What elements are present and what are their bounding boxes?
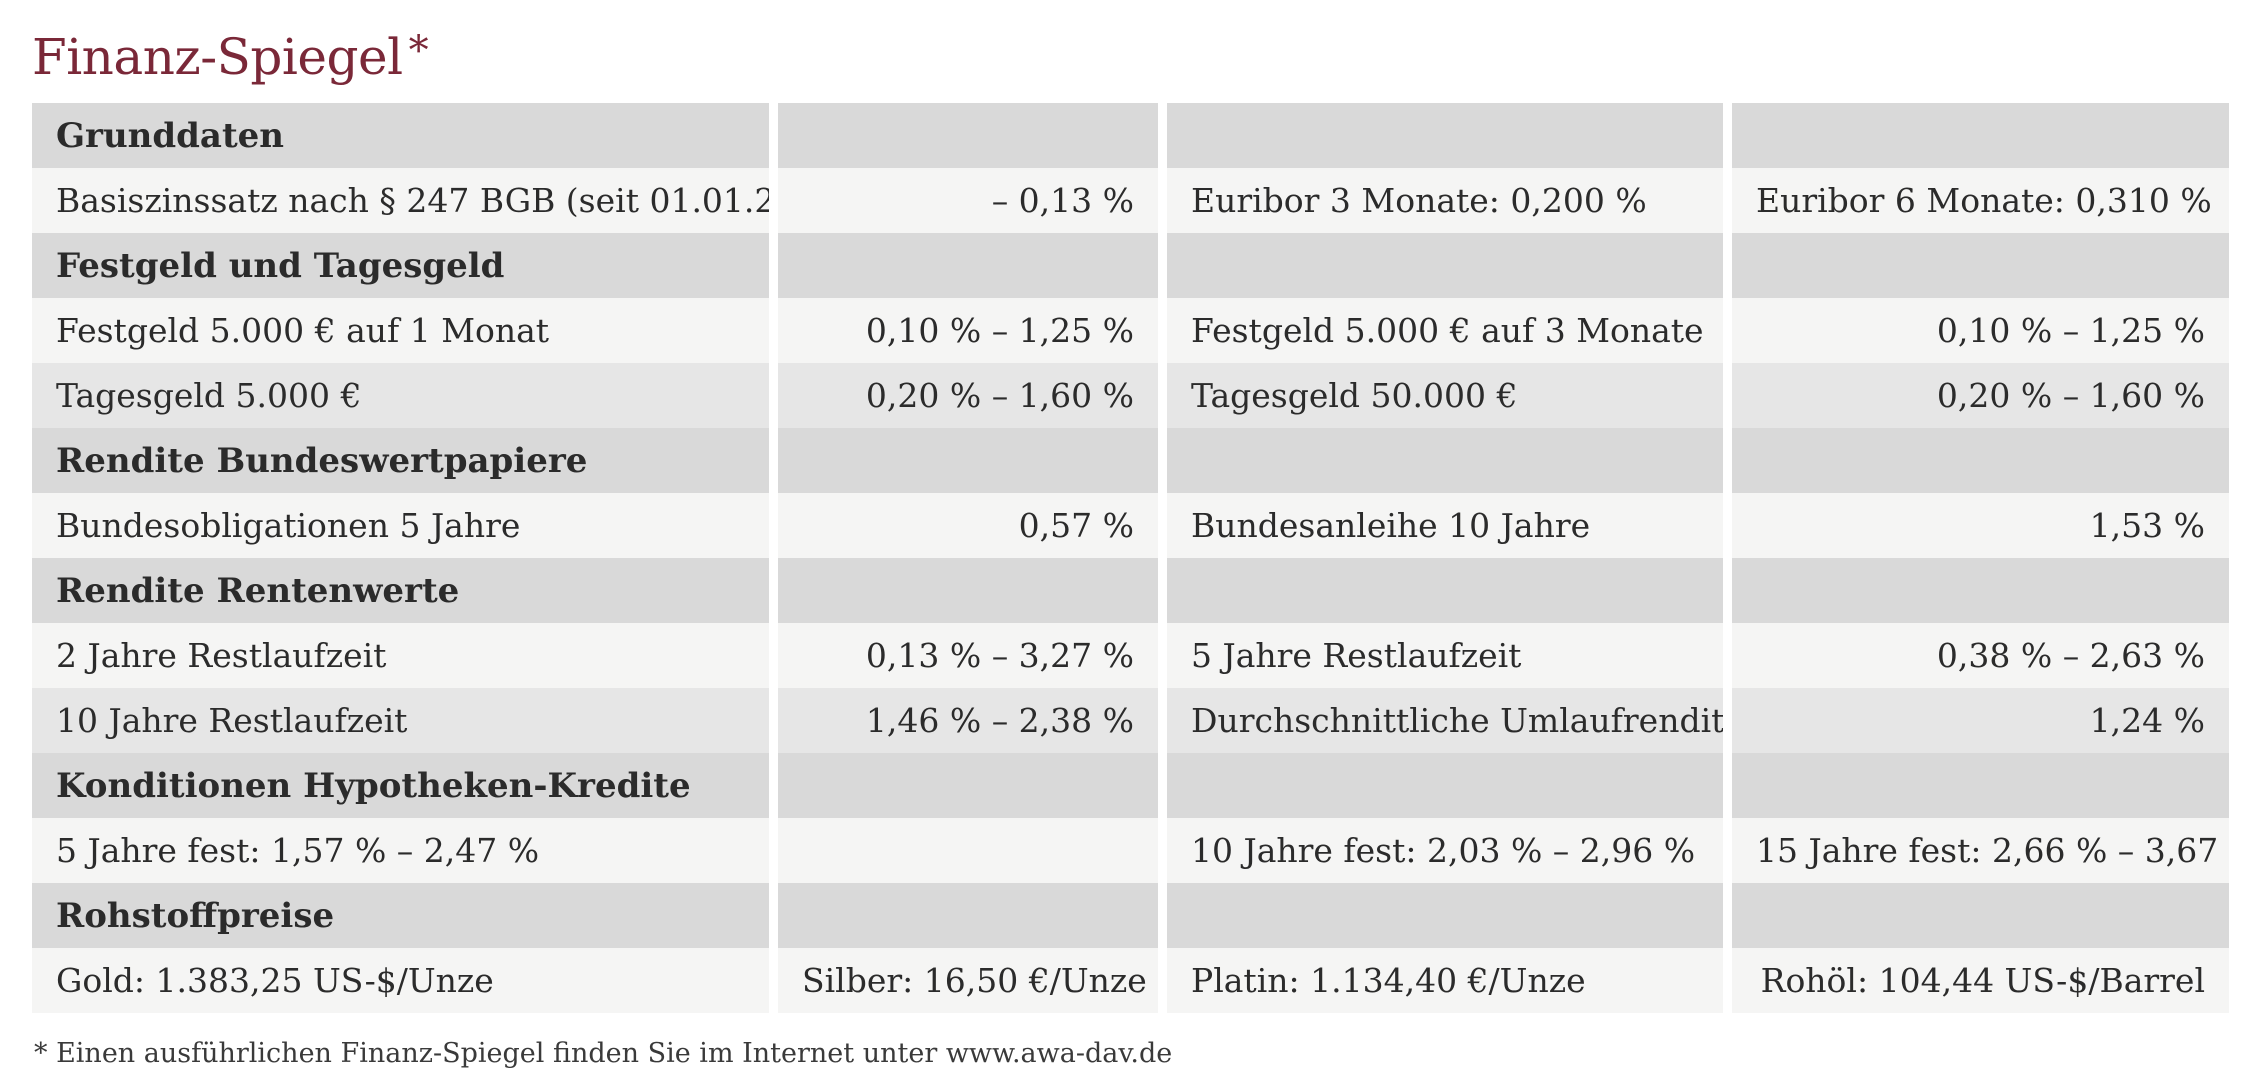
row-label-right: Durchschnittliche Umlaufrendite bbox=[1167, 688, 1723, 753]
row-value-right: 1,53 % bbox=[1732, 493, 2229, 558]
row-value-right: Euribor 6 Monate: 0,310 % bbox=[1732, 168, 2229, 233]
section-header-row: Festgeld und Tagesgeld bbox=[32, 233, 2229, 298]
table-row: Tagesgeld 5.000 € 0,20 % – 1,60 % Tagesg… bbox=[32, 363, 2229, 428]
section-header-row: Rohstoffpreise bbox=[32, 883, 2229, 948]
row-value: 0,10 % – 1,25 % bbox=[778, 298, 1158, 363]
row-value: Silber: 16,50 €/Unze bbox=[778, 948, 1158, 1013]
page-title: Finanz-Spiegel * bbox=[32, 18, 429, 90]
table-row: 2 Jahre Restlaufzeit 0,13 % – 3,27 % 5 J… bbox=[32, 623, 2229, 688]
table-row: Festgeld 5.000 € auf 1 Monat 0,10 % – 1,… bbox=[32, 298, 2229, 363]
section-header-row: Konditionen Hypotheken-Kredite bbox=[32, 753, 2229, 818]
section-header-row: Rendite Bundeswertpapiere bbox=[32, 428, 2229, 493]
row-label: Bundesobligationen 5 Jahre bbox=[32, 493, 769, 558]
row-value-right: 15 Jahre fest: 2,66 % – 3,67 % bbox=[1732, 818, 2229, 883]
title-footnote-mark: * bbox=[408, 28, 429, 74]
row-value bbox=[778, 818, 1158, 883]
row-value: 0,20 % – 1,60 % bbox=[778, 363, 1158, 428]
row-label: 2 Jahre Restlaufzeit bbox=[32, 623, 769, 688]
row-label: 5 Jahre fest: 1,57 % – 2,47 % bbox=[32, 818, 769, 883]
row-value: 1,46 % – 2,38 % bbox=[778, 688, 1158, 753]
row-label-right: Platin: 1.134,40 €/Unze bbox=[1167, 948, 1723, 1013]
row-label: Gold: 1.383,25 US-$/Unze bbox=[32, 948, 769, 1013]
row-value: – 0,13 % bbox=[778, 168, 1158, 233]
row-label-right: Bundesanleihe 10 Jahre bbox=[1167, 493, 1723, 558]
row-label-right: Tagesgeld 50.000 € bbox=[1167, 363, 1723, 428]
row-value-right: 0,38 % – 2,63 % bbox=[1732, 623, 2229, 688]
row-value-right: 1,24 % bbox=[1732, 688, 2229, 753]
row-label: Festgeld 5.000 € auf 1 Monat bbox=[32, 298, 769, 363]
row-value-right: 0,10 % – 1,25 % bbox=[1732, 298, 2229, 363]
section-heading: Rendite Rentenwerte bbox=[32, 558, 769, 623]
row-value: 0,57 % bbox=[778, 493, 1158, 558]
row-label: Basiszinssatz nach § 247 BGB (seit 01.01… bbox=[32, 168, 769, 233]
row-label-right: 5 Jahre Restlaufzeit bbox=[1167, 623, 1723, 688]
section-heading: Konditionen Hypotheken-Kredite bbox=[32, 753, 769, 818]
section-header-row: Rendite Rentenwerte bbox=[32, 558, 2229, 623]
row-value-right: Rohöl: 104,44 US-$/Barrel bbox=[1732, 948, 2229, 1013]
finance-table: Grunddaten Basiszinssatz nach § 247 BGB … bbox=[23, 103, 2238, 1013]
row-value-right: 0,20 % – 1,60 % bbox=[1732, 363, 2229, 428]
section-header-row: Grunddaten bbox=[32, 103, 2229, 168]
table-row: Basiszinssatz nach § 247 BGB (seit 01.01… bbox=[32, 168, 2229, 233]
row-label: Tagesgeld 5.000 € bbox=[32, 363, 769, 428]
title-text: Finanz-Spiegel bbox=[32, 28, 403, 86]
section-heading: Rendite Bundeswertpapiere bbox=[32, 428, 769, 493]
row-label-right: 10 Jahre fest: 2,03 % – 2,96 % bbox=[1167, 818, 1723, 883]
row-label-right: Euribor 3 Monate: 0,200 % bbox=[1167, 168, 1723, 233]
table-row: Bundesobligationen 5 Jahre 0,57 % Bundes… bbox=[32, 493, 2229, 558]
row-value: 0,13 % – 3,27 % bbox=[778, 623, 1158, 688]
table-row: Gold: 1.383,25 US-$/Unze Silber: 16,50 €… bbox=[32, 948, 2229, 1013]
section-heading: Festgeld und Tagesgeld bbox=[32, 233, 769, 298]
table-row: 10 Jahre Restlaufzeit 1,46 % – 2,38 % Du… bbox=[32, 688, 2229, 753]
row-label: 10 Jahre Restlaufzeit bbox=[32, 688, 769, 753]
footnote: * Einen ausführlichen Finanz-Spiegel fin… bbox=[34, 1038, 1173, 1069]
section-heading: Rohstoffpreise bbox=[32, 883, 769, 948]
section-heading: Grunddaten bbox=[32, 103, 769, 168]
row-label-right: Festgeld 5.000 € auf 3 Monate bbox=[1167, 298, 1723, 363]
table-row: 5 Jahre fest: 1,57 % – 2,47 % 10 Jahre f… bbox=[32, 818, 2229, 883]
